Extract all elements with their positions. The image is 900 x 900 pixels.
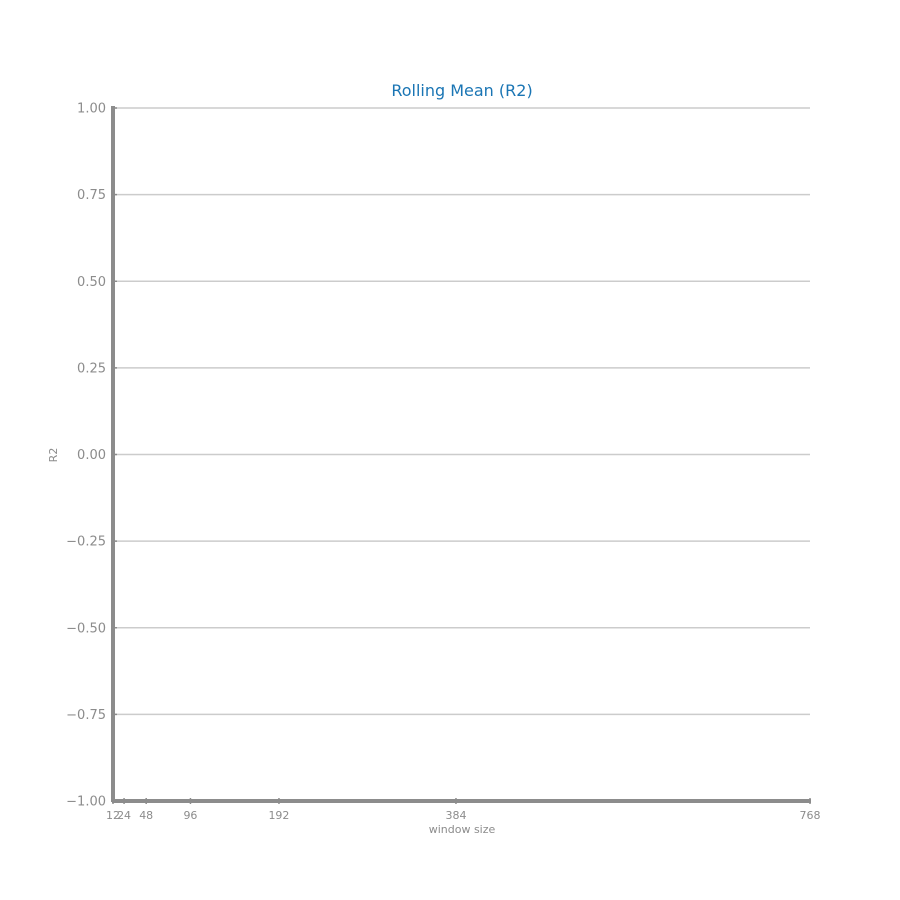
x-tick-label: 48 <box>139 809 153 822</box>
x-axis-label: window size <box>429 823 496 836</box>
x-tick-label: 192 <box>268 809 289 822</box>
y-axis-label: R2 <box>47 448 60 463</box>
y-tick-label: 0.75 <box>77 188 106 203</box>
chart-title: Rolling Mean (R2) <box>391 81 532 100</box>
y-tick-label: 0.50 <box>77 275 106 290</box>
y-tick-label: 0.00 <box>77 448 106 463</box>
y-tick-label: 0.25 <box>77 361 106 376</box>
x-tick-label: 12 <box>106 809 120 822</box>
y-tick-label: 1.00 <box>77 102 106 117</box>
x-tick-label: 768 <box>800 809 821 822</box>
y-tick-label: −0.25 <box>66 535 106 550</box>
x-tick-label: 24 <box>117 809 131 822</box>
ticks-layer: 1.00 0.75 0.50 0.25 0.00 −0.25 −0.50 −0.75 −1.00… <box>66 102 820 823</box>
y-tick-label: −0.50 <box>66 621 106 636</box>
x-tick-label: 384 <box>445 809 466 822</box>
y-tick-label: −0.75 <box>66 708 106 723</box>
x-tick-label: 96 <box>183 809 197 822</box>
y-tick-label: −1.00 <box>66 795 106 810</box>
grid-layer <box>113 107 810 716</box>
